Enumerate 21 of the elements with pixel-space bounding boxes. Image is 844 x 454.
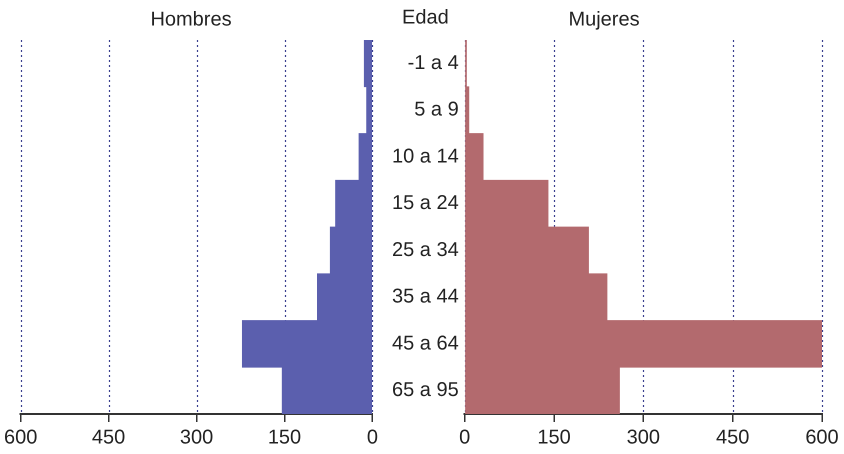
y-tick-label: 35 a 44 bbox=[392, 286, 459, 308]
x-tick-label: 300 bbox=[626, 426, 660, 449]
chart-title: Hombres bbox=[150, 8, 232, 31]
x-tick-label: 150 bbox=[537, 426, 571, 449]
x-tick-label: 0 bbox=[366, 426, 378, 449]
y-tick-label: 25 a 34 bbox=[392, 238, 459, 261]
x-tick-label: 150 bbox=[268, 426, 302, 449]
y-tick-label: 5 a 9 bbox=[414, 98, 459, 121]
x-tick-label: 300 bbox=[180, 426, 214, 449]
y-tick-label: 65 a 95 bbox=[392, 379, 459, 402]
y-axis-title: Edad bbox=[402, 6, 449, 29]
x-tick-label: 600 bbox=[805, 426, 839, 449]
y-tick-label: 45 a 64 bbox=[392, 332, 459, 354]
x-tick-label: 600 bbox=[4, 426, 38, 449]
y-tick-label: -1 a 4 bbox=[408, 52, 459, 74]
x-tick-label: 450 bbox=[716, 426, 750, 449]
y-tick-label: 15 a 24 bbox=[392, 192, 459, 214]
x-tick-label: 450 bbox=[92, 426, 126, 449]
x-tick-label: 0 bbox=[459, 426, 470, 449]
chart-title: Mujeres bbox=[568, 8, 640, 31]
y-tick-label: 10 a 14 bbox=[392, 145, 459, 168]
